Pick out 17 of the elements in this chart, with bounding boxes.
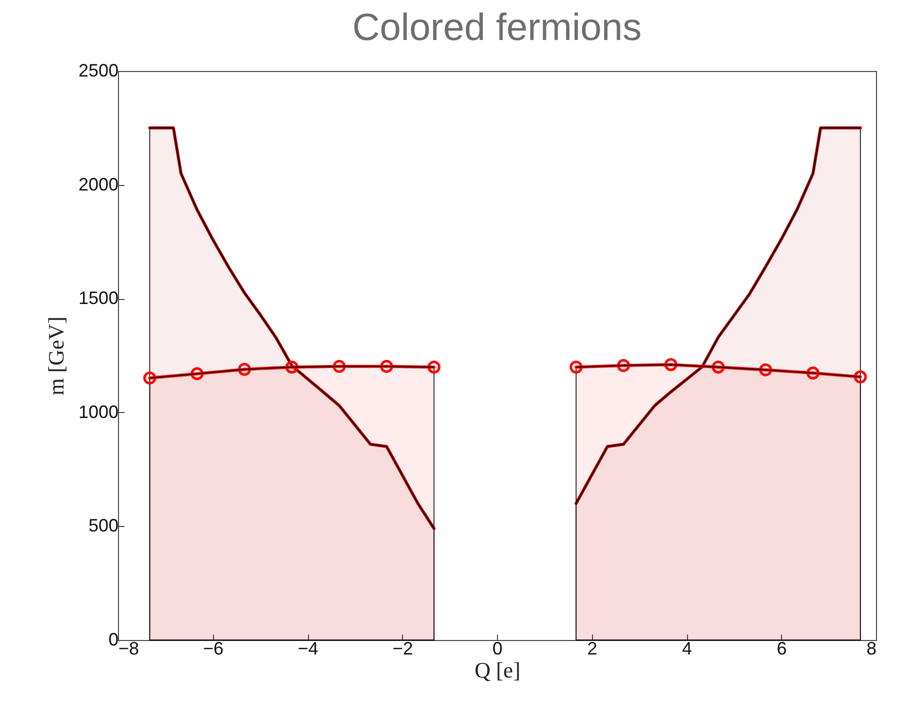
y-tick-label: 2500 bbox=[78, 60, 118, 80]
y-tick-label: 500 bbox=[88, 516, 118, 536]
x-tick-label: 8 bbox=[866, 638, 876, 658]
y-tick-label: 2000 bbox=[78, 174, 118, 194]
x-tick-label: −4 bbox=[298, 638, 318, 658]
x-tick-label: −2 bbox=[392, 638, 414, 658]
x-axis-title: Q [e] bbox=[474, 658, 520, 682]
y-tick-label: 1500 bbox=[78, 288, 118, 308]
x-tick-label: −8 bbox=[118, 638, 140, 658]
x-tick-label: 2 bbox=[587, 638, 598, 658]
chart-title: Colored fermions bbox=[352, 7, 642, 49]
y-tick-label: 1000 bbox=[78, 402, 118, 422]
x-tick-label: 6 bbox=[776, 638, 787, 658]
x-tick-label: −6 bbox=[202, 638, 224, 658]
y-axis-title: m [GeV] bbox=[43, 316, 68, 396]
x-tick-label: 0 bbox=[492, 638, 503, 658]
x-tick-label: 4 bbox=[682, 638, 692, 658]
